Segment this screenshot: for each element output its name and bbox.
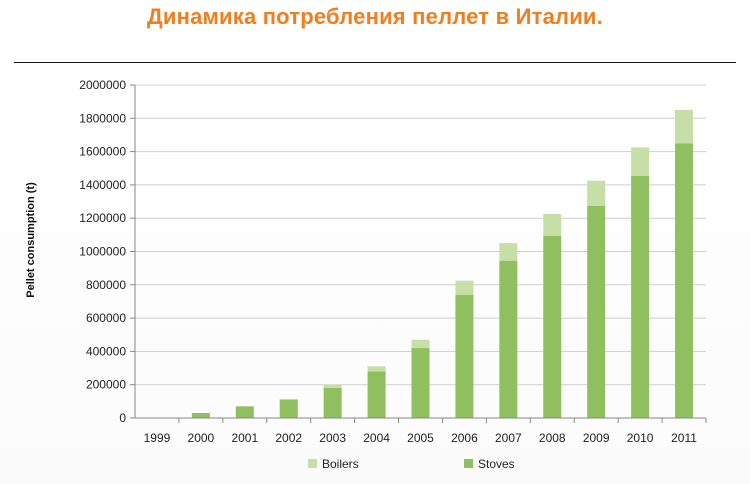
bar-boilers-2009 (587, 180, 606, 206)
chart-panel: 0 200000 400000 600000 800000 1000000 1200000 1… (0, 63, 750, 484)
bar-stoves-2001 (235, 406, 254, 418)
bars (191, 109, 694, 418)
gridlines (135, 84, 706, 386)
x-tick-label: 2008 (539, 431, 566, 445)
y-tick-label: 600000 (86, 311, 126, 325)
bar-boilers-2003 (323, 384, 342, 389)
x-tick-label: 2005 (407, 431, 434, 445)
bar-boilers-2004 (367, 366, 386, 372)
y-tick-label: 1600000 (79, 145, 126, 159)
y-tick-label: 1800000 (79, 111, 126, 125)
bar-boilers-2002 (279, 398, 298, 400)
bar-stoves-2002 (279, 399, 298, 418)
slide-title: Динамика потребления пеллет в Италии. (147, 4, 603, 29)
bar-boilers-2007 (499, 243, 518, 261)
bar-stoves-2000 (191, 413, 210, 418)
y-tick-label: 400000 (86, 344, 126, 358)
x-tick-label: 2006 (451, 431, 478, 445)
y-tick-label: 1200000 (79, 211, 126, 225)
bar-stoves-2003 (323, 388, 342, 418)
x-tick-label: 2001 (231, 431, 258, 445)
bar-boilers-2008 (543, 214, 562, 236)
x-tick-label: 2002 (275, 431, 302, 445)
bar-stoves-2008 (543, 235, 562, 418)
x-tick-label: 2003 (319, 431, 346, 445)
axes (130, 84, 707, 423)
legend-label-boilers: Boilers (322, 457, 359, 471)
x-tick-label: 2010 (627, 431, 654, 445)
y-tick-label: 200000 (86, 378, 126, 392)
y-axis-title: Pellet consumption (t) (25, 182, 37, 298)
bar-stoves-2007 (499, 260, 518, 418)
y-tick-label: 1000000 (79, 245, 126, 259)
x-tick-label: 2011 (671, 431, 697, 445)
title-divider (14, 62, 736, 63)
legend: Boilers Stoves (308, 457, 515, 471)
tick-labels: 0 200000 400000 600000 800000 1000000 1200000 1… (79, 78, 697, 445)
bar-stoves-2005 (411, 348, 430, 418)
x-tick-label: 2009 (583, 431, 610, 445)
bar-chart: 0 200000 400000 600000 800000 1000000 1200000 1… (25, 78, 707, 471)
legend-label-stoves: Stoves (478, 457, 515, 471)
x-tick-label: 2007 (495, 431, 522, 445)
y-tick-label: 1400000 (79, 178, 126, 192)
y-tick-label: 2000000 (79, 78, 126, 92)
bar-stoves-2004 (367, 371, 386, 418)
x-tick-label: 2004 (363, 431, 390, 445)
legend-swatch-boilers (308, 459, 317, 468)
y-tick-label: 0 (119, 411, 126, 425)
x-tick-label: 2000 (188, 431, 215, 445)
y-tick-label: 800000 (86, 278, 126, 292)
bar-stoves-2009 (587, 205, 606, 418)
bar-boilers-2011 (675, 109, 694, 144)
legend-swatch-stoves (464, 459, 473, 468)
x-tick-label: 1999 (144, 431, 171, 445)
bar-boilers-2006 (455, 280, 474, 295)
bar-boilers-2005 (411, 339, 430, 349)
bar-stoves-2010 (631, 175, 650, 418)
bar-stoves-2006 (455, 294, 474, 418)
bar-stoves-2011 (675, 143, 694, 418)
bar-boilers-2010 (631, 147, 650, 176)
